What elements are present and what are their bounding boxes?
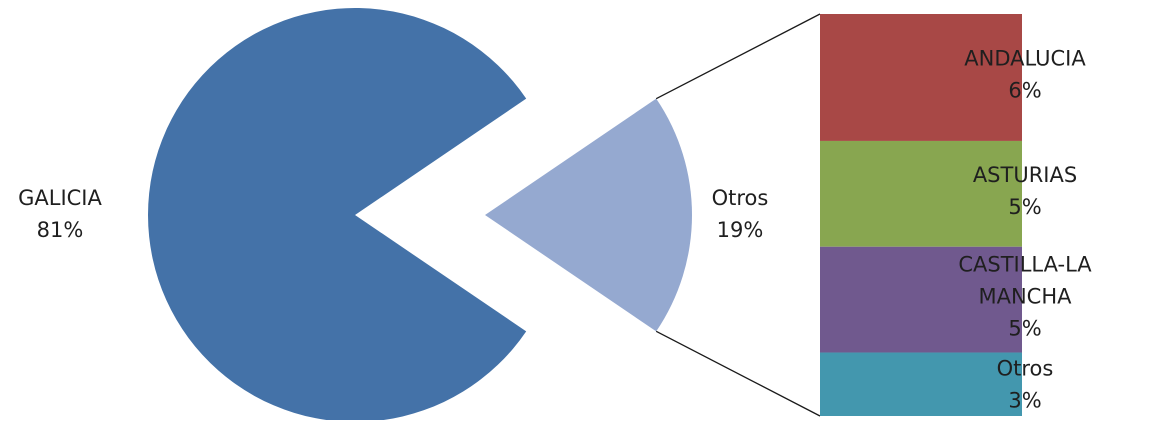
data-label-bar-asturias: ASTURIAS 5%: [973, 163, 1077, 219]
bar-segment-asturias: [820, 140, 1022, 247]
data-label-bar-otros: Otros 3%: [997, 357, 1054, 413]
bar-segment-castilla-la-mancha: [820, 246, 1022, 353]
data-label-otros-slice: Otros 19%: [712, 186, 769, 242]
pie-slice-galicia: [147, 7, 527, 422]
data-label-bar-castilla-la-mancha: CASTILLA-LA MANCHA 5%: [958, 253, 1092, 341]
data-label-bar-andalucia: ANDALUCIA 6%: [964, 46, 1086, 102]
bar-segment-otros: [820, 352, 1022, 416]
pie-slice-otros: [485, 98, 692, 332]
bar-segment-andalucia: [820, 14, 1022, 141]
connector-line-top: [655, 13, 821, 100]
data-label-galicia: GALICIA 81%: [18, 186, 102, 242]
connector-line-bottom: [655, 330, 821, 417]
